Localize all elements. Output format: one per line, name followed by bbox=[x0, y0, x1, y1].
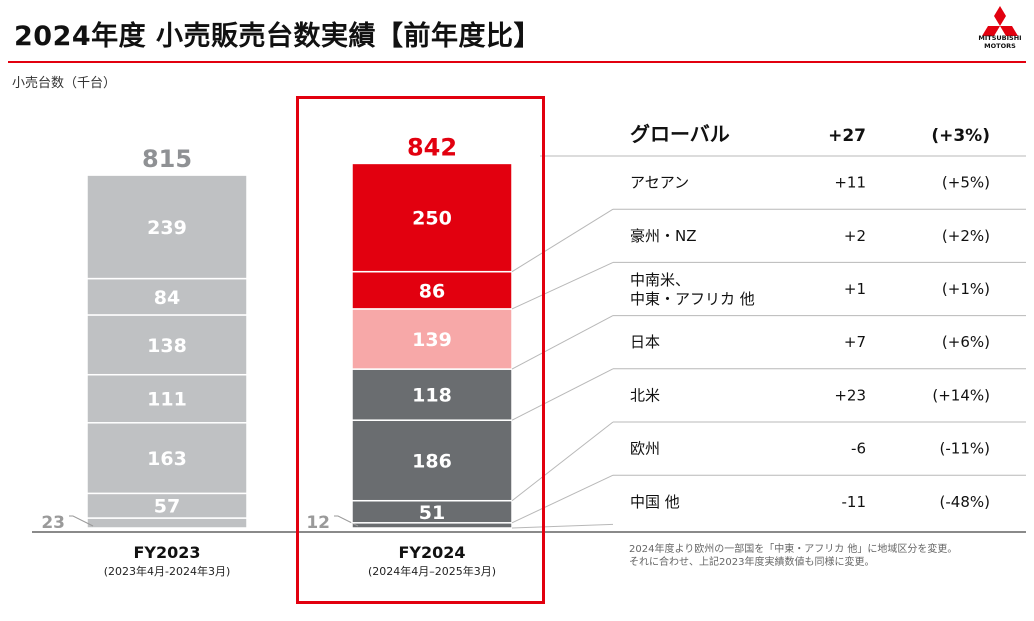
row-diff-5: -6 bbox=[851, 440, 866, 458]
table-header-pct: (+3%) bbox=[931, 126, 990, 146]
row-label-4: 北米 bbox=[630, 386, 660, 404]
row-pct-0: (+5%) bbox=[942, 174, 990, 192]
bar-segment-fy2024-s4 bbox=[351, 419, 513, 502]
row-label-2-b: 中東・アフリカ 他 bbox=[630, 290, 755, 308]
bar-segment-fy2023-s1 bbox=[86, 277, 248, 316]
data-label-fy2023-s5: 57 bbox=[154, 496, 180, 518]
mitsubishi-logo-icon bbox=[982, 6, 1018, 36]
row-label-1: 豪州・NZ bbox=[630, 227, 697, 245]
row-label-5: 欧州 bbox=[630, 440, 660, 458]
bar-segment-fy2024-s0 bbox=[351, 162, 513, 273]
row-diff-3: +7 bbox=[844, 333, 866, 351]
connector-line-bottom bbox=[511, 523, 614, 529]
fy2024-highlight-frame bbox=[296, 96, 545, 604]
bar-segment-fy2024-s3 bbox=[351, 368, 513, 421]
data-label-fy2024-s4: 186 bbox=[412, 450, 452, 472]
row-pct-2: (+1%) bbox=[942, 280, 990, 298]
bar-segment-fy2023-s0 bbox=[86, 174, 248, 280]
logo-wordmark: MITSUBISHI MOTORS bbox=[968, 34, 1032, 50]
data-label-fy2023-s6: 23 bbox=[41, 513, 65, 533]
row-pct-5: (-11%) bbox=[940, 440, 990, 458]
data-label-fy2024-s1: 86 bbox=[419, 280, 445, 302]
row-label-6: 中国 他 bbox=[630, 493, 680, 511]
total-label-fy2023: 815 bbox=[142, 145, 192, 173]
bar-segment-fy2024-s1 bbox=[351, 270, 513, 310]
row-diff-2: +1 bbox=[844, 280, 866, 298]
row-diff-1: +2 bbox=[844, 227, 866, 245]
row-pct-4: (+14%) bbox=[932, 386, 990, 404]
logo-text-line2: MOTORS bbox=[984, 42, 1016, 50]
data-label-fy2023-s3: 111 bbox=[147, 389, 187, 411]
period-label-fy2024: FY2024 (2024年4月–2025年3月) bbox=[322, 543, 542, 579]
period-fy2023-range: (2023年4月-2024年3月) bbox=[103, 565, 231, 578]
unit-label: 小売台数（千台） bbox=[12, 76, 117, 91]
data-label-fy2023-s0: 239 bbox=[147, 217, 187, 239]
row-diff-0: +11 bbox=[834, 174, 866, 192]
table-header-label: グローバル bbox=[630, 122, 730, 146]
table-header-diff: +27 bbox=[828, 126, 866, 146]
data-label-fy2024-s5: 51 bbox=[419, 502, 445, 524]
row-label-0: アセアン bbox=[630, 174, 689, 192]
row-pct-6: (-48%) bbox=[940, 493, 990, 511]
period-fy2024-range: (2024年4月–2025年3月) bbox=[367, 565, 497, 578]
bar-segment-fy2023-s3 bbox=[86, 373, 248, 424]
period-fy2023-title: FY2023 bbox=[133, 543, 201, 562]
title-rule bbox=[8, 61, 1026, 63]
bar-segment-fy2023-s5 bbox=[86, 492, 248, 519]
footnote-line-2: それに合わせ、上記2023年度実績数値も同様に変更。 bbox=[629, 557, 875, 568]
row-pct-3: (+6%) bbox=[942, 333, 990, 351]
leader-fy2023-s6 bbox=[69, 515, 94, 527]
footnote-line-1: 2024年度より欧州の一部国を「中東・アフリカ 他」に地域区分を変更。 bbox=[629, 544, 958, 555]
data-label-fy2024-s3: 118 bbox=[412, 385, 452, 407]
data-label-fy2024-s6: 12 bbox=[306, 513, 330, 533]
total-label-fy2024: 842 bbox=[407, 133, 457, 161]
connector-line-1 bbox=[511, 261, 614, 310]
connector-line-0 bbox=[511, 208, 614, 273]
bar-segment-fy2024-s2 bbox=[351, 308, 513, 370]
footnote: 2024年度より欧州の一部国を「中東・アフリカ 他」に地域区分を変更。 それに合… bbox=[629, 543, 957, 569]
row-pct-1: (+2%) bbox=[942, 227, 990, 245]
connector-line-5 bbox=[511, 474, 614, 524]
data-label-fy2023-s2: 138 bbox=[147, 335, 187, 357]
connector-line-2 bbox=[511, 315, 614, 370]
period-label-fy2023: FY2023 (2023年4月-2024年3月) bbox=[57, 543, 277, 579]
row-label-2-a: 中南米、 bbox=[630, 271, 690, 289]
row-label-3: 日本 bbox=[630, 333, 660, 351]
row-diff-4: +23 bbox=[834, 386, 866, 404]
bar-segment-fy2023-s4 bbox=[86, 422, 248, 495]
bar-segment-fy2023-s6 bbox=[86, 517, 248, 529]
connector-line-3 bbox=[511, 368, 614, 421]
logo-text-line1: MITSUBISHI bbox=[978, 34, 1022, 42]
data-label-fy2023-s4: 163 bbox=[147, 448, 187, 470]
page-title: 2024年度 小売販売台数実績【前年度比】 bbox=[14, 21, 542, 52]
data-label-fy2024-s0: 250 bbox=[412, 208, 452, 230]
data-label-fy2023-s1: 84 bbox=[154, 287, 180, 309]
data-label-fy2024-s2: 139 bbox=[412, 329, 452, 351]
connector-line-4 bbox=[511, 421, 614, 502]
row-diff-6: -11 bbox=[842, 493, 867, 511]
period-fy2024-title: FY2024 bbox=[398, 543, 466, 562]
